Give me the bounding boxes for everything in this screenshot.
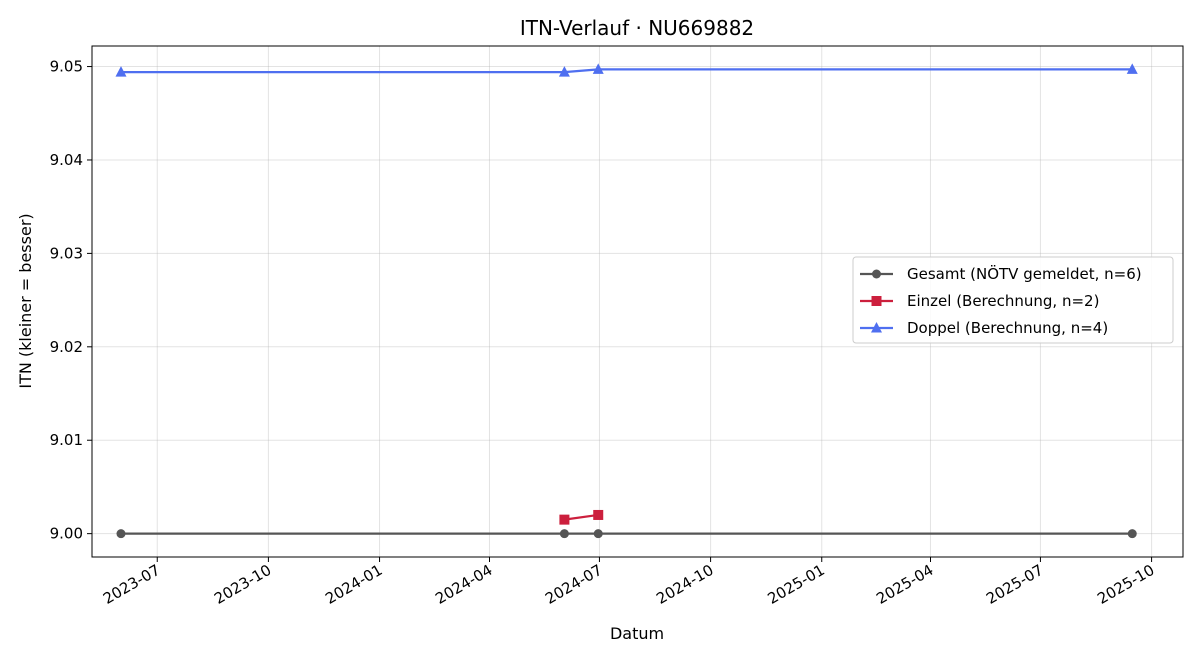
x-tick-label: 2024-01: [322, 561, 385, 608]
legend-label: Gesamt (NÖTV gemeldet, n=6): [907, 264, 1142, 283]
data-point-square: [871, 296, 882, 306]
plot-area-frame: [91, 45, 1184, 558]
data-point-circle: [1127, 529, 1137, 539]
x-tick-label: 2024-07: [542, 561, 605, 608]
y-axis: 9.00 9.01 9.02 9.03 9.04 9.05: [50, 58, 92, 543]
data-point-triangle: [1126, 63, 1138, 74]
y-tick-label: 9.00: [50, 525, 83, 543]
series-1: [559, 509, 604, 525]
data-point-square: [559, 514, 570, 525]
x-tick-label: 2025-10: [1094, 561, 1157, 608]
data-point-circle: [116, 529, 126, 539]
data-point-circle: [593, 529, 603, 539]
series-2: [115, 63, 1138, 77]
series-0: [116, 529, 1137, 539]
series-line: [120, 68, 1133, 74]
data-point-circle: [559, 529, 569, 539]
data-point-triangle: [871, 322, 882, 333]
x-axis: 2023-07 2023-10 2024-01 2024-04 2024-07 2024-…: [100, 557, 1158, 608]
y-tick-label: 9.03: [50, 244, 83, 262]
chart-title: ITN-Verlauf · NU669882: [520, 16, 754, 40]
y-tick-label: 9.02: [50, 338, 83, 356]
x-axis-label: Datum: [610, 624, 664, 643]
x-tick-label: 2025-07: [983, 561, 1046, 608]
x-tick-label: 2023-07: [100, 561, 163, 608]
legend-entry: Gesamt (NÖTV gemeldet, n=6): [860, 264, 1142, 283]
y-tick-label: 9.05: [50, 58, 83, 76]
x-tick-label: 2025-04: [873, 561, 936, 608]
data-point-square: [593, 509, 604, 520]
x-tick-label: 2025-01: [764, 561, 827, 608]
data-point-circle: [872, 269, 881, 279]
legend-entry: Doppel (Berechnung, n=4): [860, 319, 1108, 337]
y-axis-label: ITN (kleiner = besser): [16, 213, 35, 388]
y-tick-label: 9.04: [50, 151, 83, 169]
data-point-triangle: [558, 66, 570, 77]
legend-entry: Einzel (Berechnung, n=2): [860, 292, 1099, 310]
x-tick-label: 2024-10: [653, 561, 716, 608]
legend-label: Einzel (Berechnung, n=2): [907, 292, 1099, 310]
legend-box: [852, 256, 1174, 344]
series-line: [564, 513, 599, 521]
x-tick-label: 2023-10: [211, 561, 274, 608]
data-point-triangle: [592, 63, 604, 74]
series-layer: [115, 63, 1138, 539]
legend-label: Doppel (Berechnung, n=4): [907, 319, 1108, 337]
x-tick-label: 2024-04: [432, 561, 495, 608]
y-tick-label: 9.01: [50, 431, 83, 449]
legend: Gesamt (NÖTV gemeldet, n=6) Einzel (Berec…: [852, 256, 1174, 344]
data-point-triangle: [115, 66, 127, 77]
